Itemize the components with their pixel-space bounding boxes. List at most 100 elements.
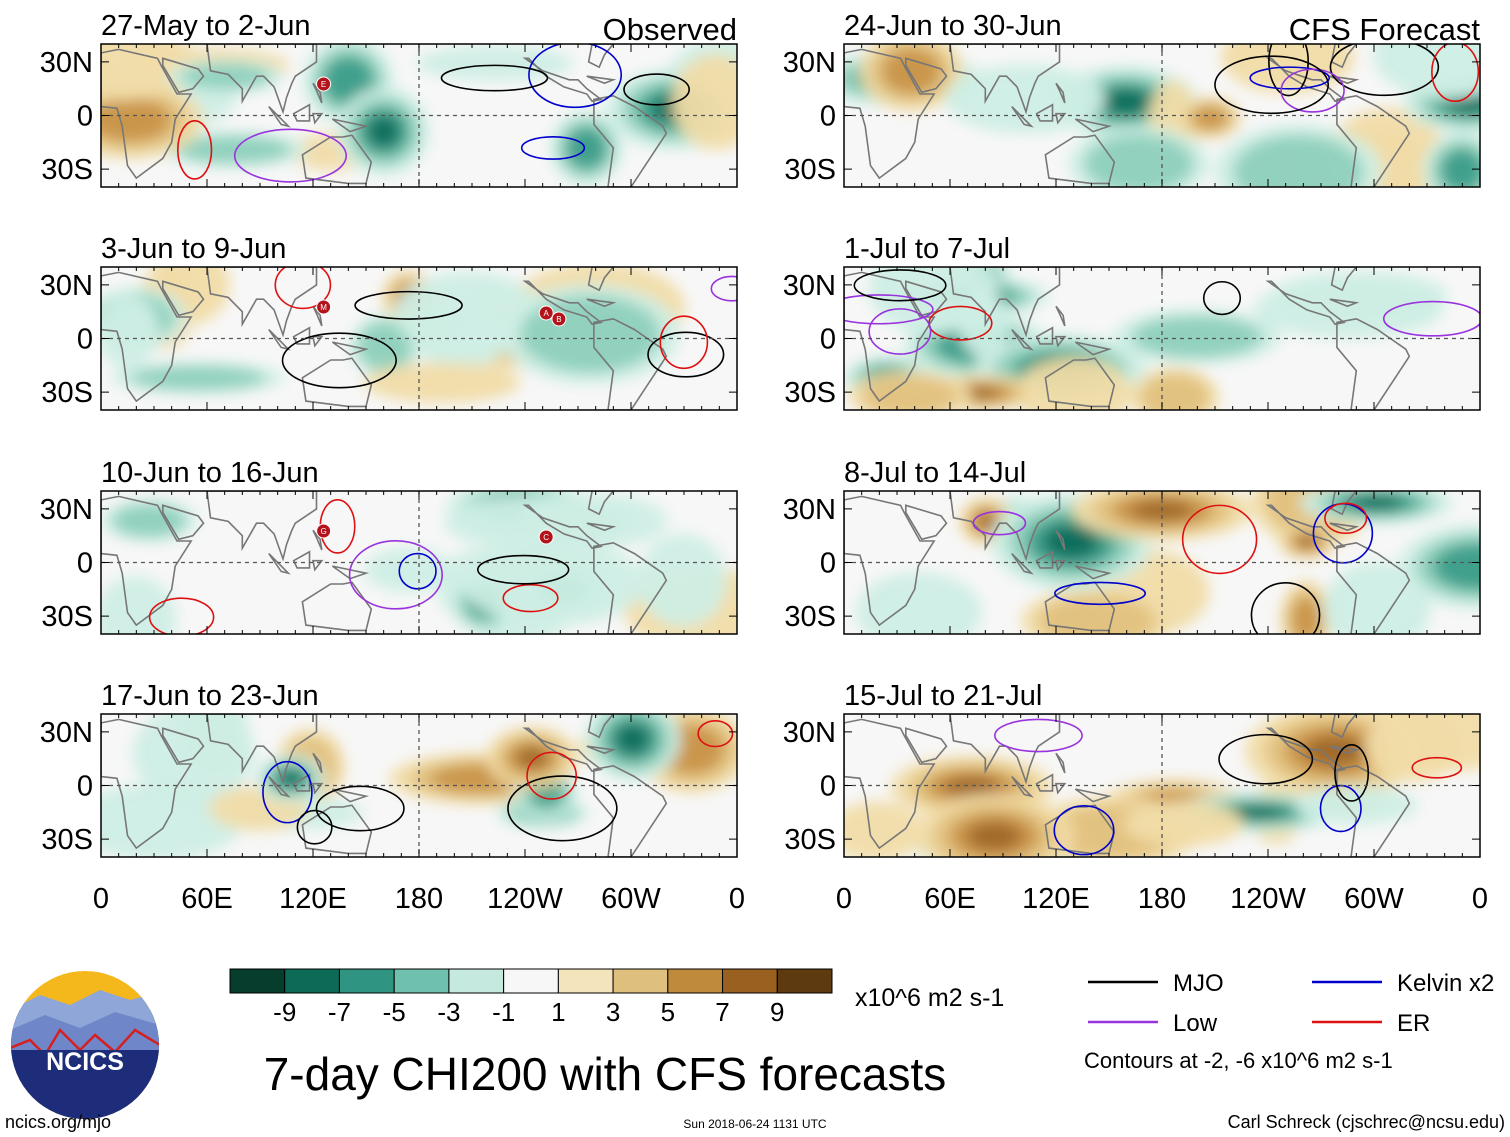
contours [994,718,1463,856]
map-panel-2: M AB 30N 0 30S 3-Jun to 9-Jun [40,233,738,411]
latitude-label: 30S [41,377,93,409]
longitude-label: 120W [487,883,563,915]
colorbar-swatch [612,968,669,994]
column-header: Observed [603,12,737,47]
latitude-label: 30N [40,47,93,79]
panel-ticks [100,491,738,634]
latitude-label: 0 [820,101,836,133]
contours [148,498,570,634]
longitude-label: 60E [181,883,233,915]
panel-period-label: 17-Jun to 23-Jun [101,680,319,712]
storm-marker: A [538,305,554,321]
latitude-label: 0 [820,324,836,356]
colorbar-tick-label: -5 [383,997,406,1027]
colorbar-units: x10^6 m2 s-1 [855,984,1004,1012]
colorbar-swatch [776,968,833,994]
colorbar-swatch [284,968,340,994]
map-panel-7: 30N 0 30S 8-Jul to 14-Jul [783,457,1481,635]
longitude-label: 120E [1022,883,1090,915]
storm-marker: C [538,529,554,545]
ncics-logo: NCICS [11,971,159,1119]
map-panel-4: 30N 0 30S 17-Jun to 23-Jun [40,680,738,858]
colorbar-swatch [393,968,450,994]
longitude-label: 0 [729,883,745,915]
longitude-label: 120W [1230,883,1306,915]
map-panel-1: E 30N 0 30S 27-May to 2-Jun Observed [40,10,738,188]
panel-ticks [843,714,1481,857]
colorbar-swatch [503,968,559,994]
map-panel-5: 30N 0 30S 24-Jun to 30-Jun CFS Forecast [783,10,1481,188]
colorbar-swatch [229,968,286,994]
latitude-label: 0 [820,771,836,803]
latitude-label: 0 [820,548,836,580]
legend-label: Low [1173,1010,1218,1037]
storm-marker-label: B [556,315,561,324]
contours [176,44,690,183]
chi200-anomaly-field [844,44,1480,187]
panel-period-label: 27-May to 2-Jun [101,10,311,42]
colorbar-tick-label: 7 [715,997,729,1027]
colorbar: -9 -7 -5 -3 -1 1 3 5 7 9 x10^6 m2 s-1 [229,968,1004,1027]
map-panel-6: 30N 0 30S 1-Jul to 7-Jul [783,233,1481,411]
panel-period-label: 10-Jun to 16-Jun [101,457,319,489]
latitude-label: 30N [40,270,93,302]
colorbar-swatch [557,968,614,994]
panel-period-label: 8-Jul to 14-Jul [844,457,1026,489]
panel-period-label: 3-Jun to 9-Jun [101,233,286,265]
legend-label: MJO [1173,970,1224,997]
storm-marker-label: G [320,527,326,536]
contours [262,720,734,845]
storm-marker: B [551,311,567,327]
storm-marker-label: C [543,533,549,542]
storm-marker-label: E [321,80,326,89]
coastlines [844,267,1411,410]
longitude-label: 60W [601,883,661,915]
colorbar-tick-label: 5 [661,997,675,1027]
chi200-anomaly-field [101,267,686,404]
latitude-label: 30S [41,154,93,186]
longitude-label: 120E [279,883,347,915]
column-header: CFS Forecast [1289,12,1481,47]
colorbar-tick-label: -3 [437,997,460,1027]
longitude-label: 0 [1472,883,1488,915]
latitude-label: 30N [40,717,93,749]
legend-label: ER [1397,1010,1430,1037]
footer-timestamp: Sun 2018-06-24 1131 UTC [683,1117,827,1131]
contours [1214,44,1480,115]
legend-label: Kelvin x2 [1397,970,1494,997]
chi200-anomaly-field [101,44,737,186]
panel-ticks [843,44,1481,187]
latitude-label: 30S [784,824,836,856]
figure-title: 7-day CHI200 with CFS forecasts [264,1048,947,1100]
map-panel-3: G C 30N 0 30S 10-Jun to 16-Jun [40,457,738,635]
latitude-label: 0 [77,771,93,803]
panel-ticks [100,44,738,187]
longitude-label: 180 [1138,883,1186,915]
coastlines [101,491,668,634]
longitude-label: 60W [1344,883,1404,915]
panel-ticks [100,267,738,410]
x-axes-layer: 0 60E 120E 180 120W 60W 0 0 60E 120E 180 120W 60W 0 [93,883,1488,915]
chi200-anomaly-field [844,714,1480,857]
colorbar-swatch [722,968,778,994]
latitude-label: 30S [41,824,93,856]
contour-note: Contours at -2, -6 x10^6 m2 s-1 [1084,1048,1393,1073]
longitude-label: 0 [836,883,852,915]
storm-marker-label: M [320,303,327,312]
colorbar-swatch [448,968,505,994]
contours [844,269,1480,355]
coastlines [101,714,668,857]
colorbar-tick-label: -7 [328,997,351,1027]
coastlines [101,267,668,410]
colorbar-tick-label: 1 [551,997,565,1027]
panel-period-label: 1-Jul to 7-Jul [844,233,1010,265]
colorbar-tick-label: 3 [606,997,620,1027]
chi200-anomaly-field [101,491,737,634]
latitude-label: 30S [41,601,93,633]
latitude-label: 30N [40,494,93,526]
footer-author: Carl Schreck (cjschrec@ncsu.edu) [1228,1112,1505,1132]
latitude-label: 30N [783,717,836,749]
